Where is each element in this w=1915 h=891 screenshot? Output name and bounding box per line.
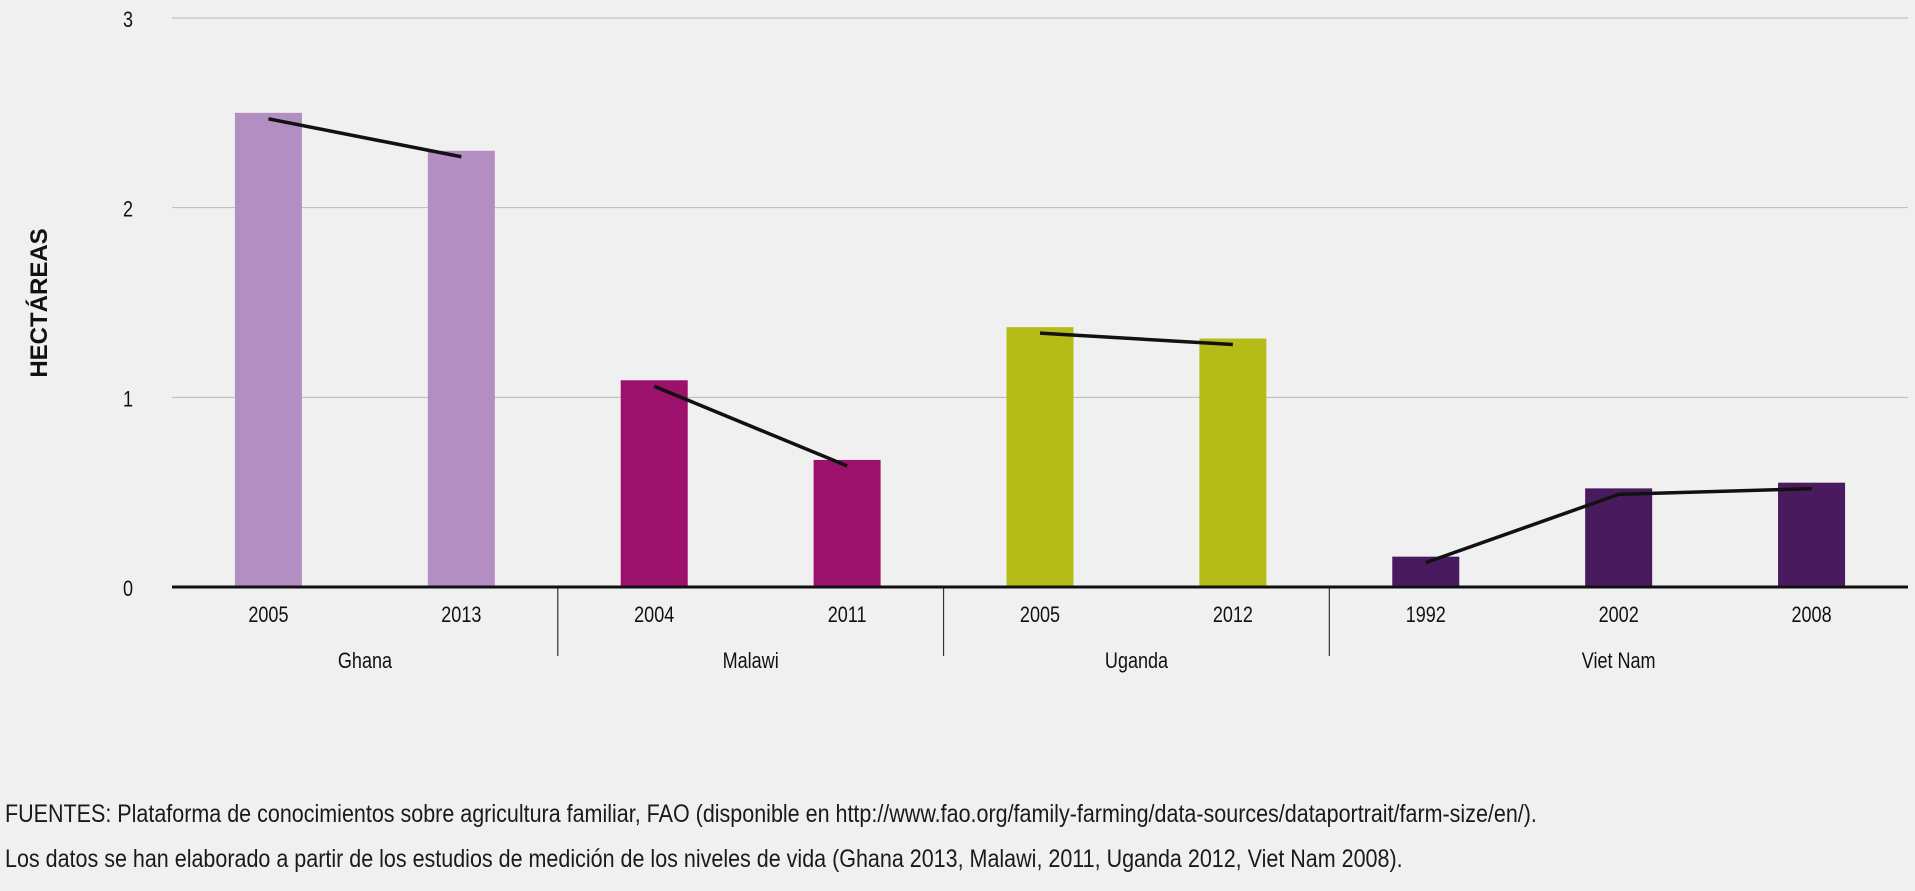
bars [234, 112, 1846, 587]
x-tick-label: 2005 [248, 603, 288, 627]
bar-viet-nam-2002 [1585, 488, 1653, 587]
x-tick-label: 1992 [1406, 603, 1446, 627]
x-tick-label: 2005 [1020, 603, 1060, 627]
x-tick-label: 2002 [1599, 603, 1639, 627]
bar-uganda-2005 [1006, 327, 1074, 587]
x-tick-label: 2011 [828, 603, 867, 627]
x-tick-label: 2013 [441, 603, 481, 627]
bar-ghana-2013 [427, 150, 495, 587]
y-tick-label: 1 [123, 388, 133, 412]
x-axis-labels: 2005 2013 Ghana 2004 2011 Malawi 2005 2012 Ugand… [248, 603, 1831, 673]
bar-viet-nam-2008 [1778, 482, 1846, 587]
y-tick-label: 0 [123, 577, 133, 601]
trend-line-ghana [268, 117, 462, 159]
y-axis-label: HECTÁREAS [25, 228, 53, 377]
y-axis-ticks: 0 1 2 3 [123, 8, 133, 601]
x-tick-label: 2004 [634, 603, 674, 627]
bar-uganda-2012 [1199, 338, 1267, 587]
bar-malawi-2004 [620, 380, 688, 587]
x-group-label: Uganda [1105, 649, 1169, 673]
x-group-label: Ghana [338, 649, 393, 673]
y-tick-label: 2 [123, 198, 133, 222]
trend-line-uganda [1039, 331, 1233, 347]
x-tick-label: 2012 [1213, 603, 1253, 627]
trend-line-viet-nam [1425, 486, 1812, 565]
footnote-data-origin: Los datos se han elaborado a partir de l… [5, 845, 1403, 873]
bar-malawi-2011 [813, 459, 881, 587]
x-group-label: Malawi [723, 649, 779, 673]
x-tick-label: 2008 [1791, 603, 1831, 627]
trend-line-malawi [653, 384, 848, 468]
bar-ghana-2005 [234, 112, 302, 587]
y-tick-label: 3 [123, 8, 133, 32]
trend-lines [268, 117, 1812, 565]
x-axis [172, 585, 1908, 656]
x-group-label: Viet Nam [1582, 649, 1656, 673]
footnote-sources: FUENTES: Plataforma de conocimientos sob… [5, 800, 1537, 828]
